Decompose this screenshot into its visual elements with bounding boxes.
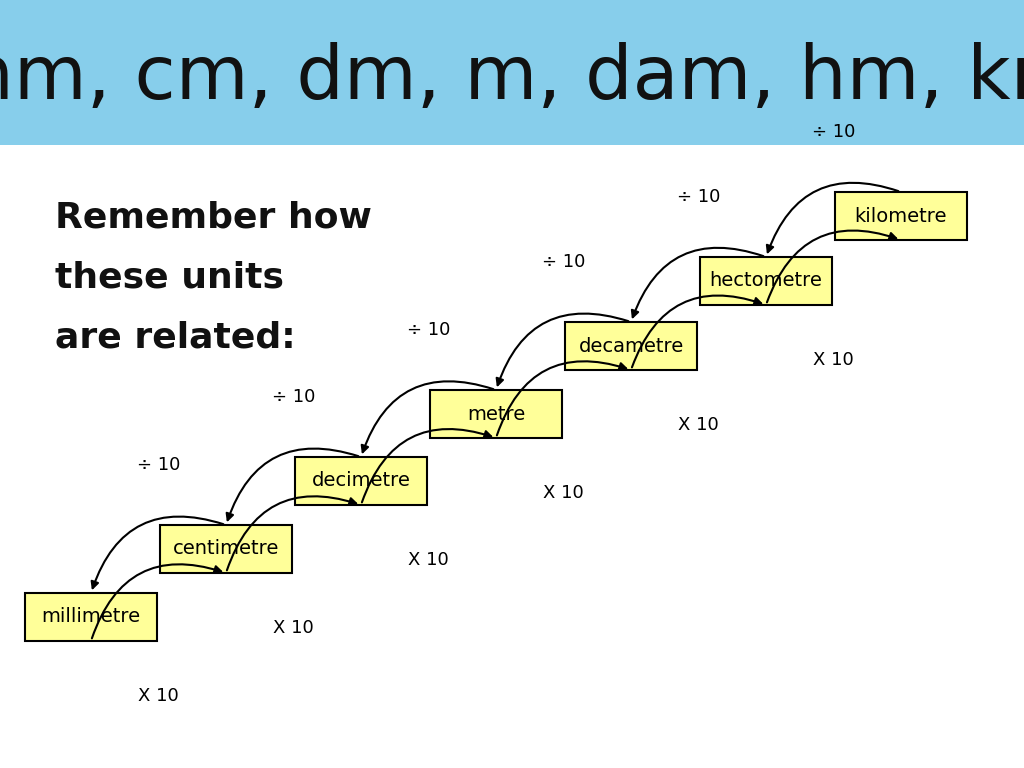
Text: decametre: decametre [579,336,684,356]
Text: hectometre: hectometre [710,272,822,290]
FancyBboxPatch shape [565,322,697,370]
FancyBboxPatch shape [700,257,831,305]
Text: X 10: X 10 [543,484,584,502]
Text: millimetre: millimetre [41,607,140,627]
Text: ÷ 10: ÷ 10 [812,123,855,141]
Bar [0,0,1024,145]
Text: ÷ 10: ÷ 10 [137,456,180,474]
Text: X 10: X 10 [813,351,854,369]
FancyBboxPatch shape [25,593,157,641]
Text: X 10: X 10 [678,416,719,434]
Text: decimetre: decimetre [311,472,411,491]
Text: ÷ 10: ÷ 10 [542,253,585,271]
FancyBboxPatch shape [430,390,562,438]
Text: ÷ 10: ÷ 10 [407,321,451,339]
Text: kilometre: kilometre [855,207,947,226]
Text: ÷ 10: ÷ 10 [677,188,720,206]
Text: X 10: X 10 [138,687,179,705]
Text: are related:: are related: [55,320,296,354]
FancyBboxPatch shape [835,192,967,240]
FancyBboxPatch shape [295,457,427,505]
Text: these units: these units [55,260,284,294]
FancyBboxPatch shape [160,525,292,573]
Text: X 10: X 10 [409,551,449,569]
Text: mm, cm, dm, m, dam, hm, km: mm, cm, dm, m, dam, hm, km [0,41,1024,114]
Text: Remember how: Remember how [55,200,372,234]
Text: X 10: X 10 [273,619,314,637]
Text: centimetre: centimetre [173,539,280,558]
Text: ÷ 10: ÷ 10 [271,388,315,406]
Text: metre: metre [467,405,525,423]
